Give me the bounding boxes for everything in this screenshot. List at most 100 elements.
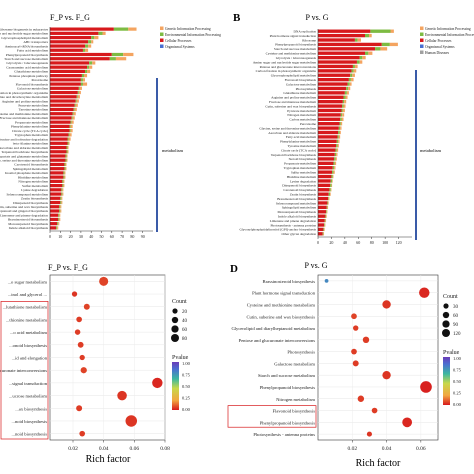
a-category-label: Ribosome biogenesis in eukaryotes [0,27,49,31]
d-count-legend-label: 90 [453,323,459,328]
a-bar-environmental-information-processing [50,103,75,107]
a-bar-cellular-processes [67,141,69,145]
b-category-label: Citrate cycle (TCA cycle) [281,148,316,152]
a-legend-label: Organismal Systems [165,45,195,49]
b-bar-cellular-processes [352,64,355,69]
a-bar-environmental-information-processing [50,209,60,213]
a-bar-genetic-information-processing [66,154,68,158]
a-category-label: Monoterpenoid biosynthesis [8,222,48,226]
b-bar-genetic-information-processing [339,130,341,135]
a-bar-cellular-processes [70,120,72,124]
panel-b-legend: Genetic Information Processing Environmen… [420,26,474,55]
b-bar-cellular-processes [351,69,354,73]
a-bar-cellular-processes [67,137,69,141]
b-bar-genetic-information-processing [349,82,352,86]
b-bar-genetic-information-processing [324,223,326,227]
a-bar-genetic-information-processing [82,82,88,86]
d-y-tick-label: Brassinosteroid biosynthesis [263,279,316,284]
b-bar-cellular-processes [327,201,329,205]
b-bar-cellular-processes [330,179,333,183]
a-bar-environmental-information-processing [50,150,67,154]
b-bar-environmental-information-processing [318,148,336,152]
b-bar-cellular-processes [328,196,329,201]
b-bar-environmental-information-processing [318,144,337,148]
a-x-tick-label: 80 [130,234,134,239]
a-category-label: Pentose phosphate pathway [9,74,48,78]
d-point [419,287,430,298]
b-category-label: Glycolysis / Gluconeogenesis [276,56,317,60]
a-bar-environmental-information-processing [50,82,81,86]
b-bar-genetic-information-processing [343,104,346,108]
d-y-tick-label: Phenylpropanoid biosynthesis [260,385,315,390]
a-bar-cellular-processes [74,103,76,107]
a-legend-swatch [160,32,164,36]
panel-c-x-axis: 0.02 0.04 0.06 0.08 [68,440,170,452]
b-category-label: Selenocompound metabolism [276,201,317,205]
d-count-legend-label: 60 [453,314,459,319]
a-bar-genetic-information-processing [63,179,65,183]
a-bar-cellular-processes [62,183,64,188]
c-y-tick-label: ...noid biosynthesis [12,432,48,437]
panel-d-x-axis: 0.02 0.04 0.06 [347,440,426,452]
d-point [324,279,329,283]
panel-d-x-axis-label: Rich factor [356,458,401,469]
a-bar-cellular-processes [109,57,116,61]
a-bar-environmental-information-processing [50,213,59,217]
a-legend-label: Genetic Information Processing [165,27,211,31]
b-bar-genetic-information-processing [330,192,331,196]
b-bar-cellular-processes [328,192,331,196]
b-legend-label: Organismal Systems [425,45,455,49]
d-y-tick-label: Photosynthesis [287,350,315,355]
a-bar-genetic-information-processing [115,57,127,61]
d-y-tick-label: Galactose metabolism [274,361,315,366]
b-bar-genetic-information-processing [332,179,333,183]
c-y-tick-label: ...o sugar metabolism [8,279,48,284]
b-bar-cellular-processes [322,232,324,236]
d-pvalue-legend-label: 1.00 [453,356,462,361]
d-count-legend-dot [442,320,450,328]
b-bar-genetic-information-processing [353,69,357,73]
b-bar-cellular-processes [346,86,349,91]
b-bar-genetic-information-processing [369,33,372,38]
b-bar-genetic-information-processing [344,99,347,104]
a-bar-environmental-information-processing [50,65,88,69]
b-bar-cellular-processes [334,152,337,157]
panel-c-title: F_P vs. F_G [48,263,88,272]
c-point [125,415,138,427]
b-category-label: Glutathione metabolism [283,91,316,95]
b-bar-cellular-processes [324,218,326,223]
a-category-label: Brassinosteroid biosynthesis [8,218,49,222]
b-bar-cellular-processes [348,77,351,82]
c-count-legend-dot [171,316,179,324]
b-bar-cellular-processes [336,144,338,148]
a-bar-cellular-processes [60,200,62,205]
a-bar-environmental-information-processing [50,167,65,171]
b-legend-label: Human Diseases [425,51,450,55]
b-bar-environmental-information-processing [318,126,339,130]
b-bar-environmental-information-processing [318,214,326,218]
panel-d-points [324,279,432,437]
b-category-label: Fatty acid metabolism [286,135,316,139]
a-category-label: Limonene and pinene degradation [0,213,48,217]
b-bar-environmental-information-processing [318,179,331,183]
panel-d-title: P vs. G [304,261,327,270]
a-category-label: Stilbenoid, diarylheptanoid and gingerol… [0,209,49,214]
c-y-tick-label: ...id and elongation [12,356,48,361]
a-bar-genetic-information-processing [63,183,65,188]
a-category-label: Fructose and mannose metabolism [0,116,48,120]
d-count-legend-dot [443,303,449,309]
b-bar-cellular-processes [347,82,350,86]
b-bar-cellular-processes [330,183,332,188]
a-bar-cellular-processes [63,171,65,175]
b-bar-cellular-processes [339,122,341,126]
b-bar-cellular-processes [334,157,336,161]
b-category-label: Nitrogen metabolism [287,113,316,117]
c-point [74,329,81,335]
b-bar-genetic-information-processing [338,139,340,143]
a-legend-label: Environmental Information Processing [165,33,221,37]
b-legend-swatch [420,32,424,36]
b-category-label: Pyruvate metabolism [287,109,316,113]
